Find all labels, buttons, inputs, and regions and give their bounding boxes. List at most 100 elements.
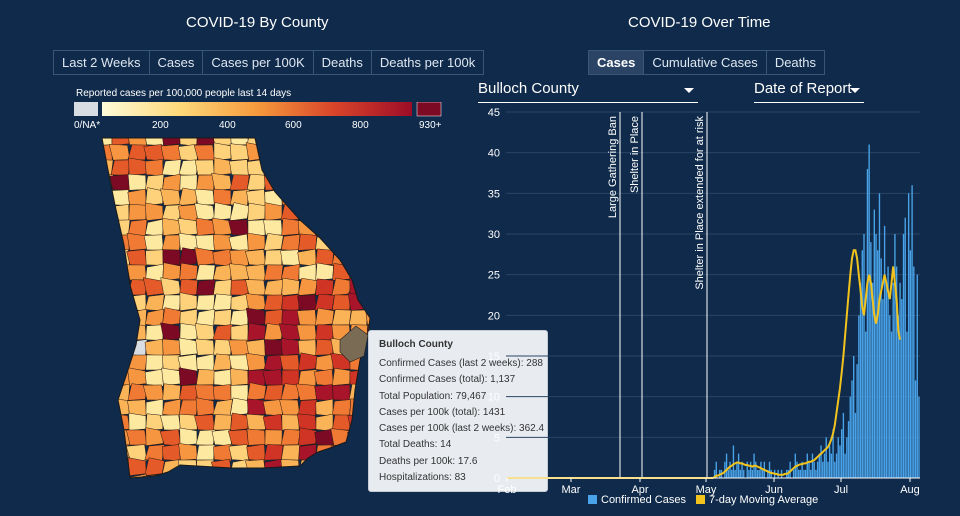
county-shape[interactable] bbox=[297, 459, 318, 476]
map-tab-deaths-per-100k[interactable]: Deaths per 100k bbox=[379, 55, 476, 70]
county-shape[interactable] bbox=[229, 174, 250, 191]
chart-tab-cumulative-cases[interactable]: Cumulative Cases bbox=[644, 51, 767, 74]
county-shape[interactable] bbox=[365, 159, 380, 176]
county-shape[interactable] bbox=[263, 233, 284, 251]
county-shape[interactable] bbox=[93, 368, 113, 386]
county-shape[interactable] bbox=[347, 428, 369, 447]
county-shape[interactable] bbox=[179, 413, 198, 431]
county-shape[interactable] bbox=[315, 398, 334, 417]
county-shape[interactable] bbox=[178, 337, 198, 356]
county-shape[interactable] bbox=[263, 264, 284, 281]
county-shape[interactable] bbox=[332, 474, 351, 490]
county-shape[interactable] bbox=[142, 384, 165, 401]
county-shape[interactable] bbox=[348, 218, 369, 236]
county-shape[interactable] bbox=[144, 368, 164, 387]
county-shape[interactable] bbox=[145, 427, 164, 447]
county-shape[interactable] bbox=[109, 174, 130, 191]
county-bulloch-highlight[interactable] bbox=[339, 325, 369, 363]
county-shape[interactable] bbox=[160, 188, 182, 206]
county-shape[interactable] bbox=[94, 263, 113, 281]
county-shape[interactable] bbox=[314, 474, 335, 491]
county-shape[interactable] bbox=[145, 202, 164, 221]
county-shape[interactable] bbox=[281, 294, 300, 312]
county-shape[interactable] bbox=[128, 157, 147, 176]
county-shape[interactable] bbox=[264, 249, 283, 266]
county-shape[interactable] bbox=[315, 324, 334, 341]
county-shape[interactable] bbox=[262, 414, 283, 432]
county-shape[interactable] bbox=[195, 397, 215, 416]
county-shape[interactable] bbox=[127, 173, 147, 191]
county-shape[interactable] bbox=[213, 414, 232, 431]
county-shape[interactable] bbox=[315, 413, 334, 432]
county-shape[interactable] bbox=[281, 309, 300, 326]
county-shape[interactable] bbox=[161, 159, 182, 176]
county-shape[interactable] bbox=[280, 159, 300, 176]
county-shape[interactable] bbox=[262, 144, 283, 161]
county-shape[interactable] bbox=[161, 444, 181, 462]
county-shape[interactable] bbox=[297, 173, 317, 191]
county-shape[interactable] bbox=[331, 234, 351, 251]
county-shape[interactable] bbox=[142, 474, 165, 491]
county-shape[interactable] bbox=[247, 322, 266, 341]
county-shape[interactable] bbox=[298, 473, 317, 490]
county-shape[interactable] bbox=[94, 443, 114, 461]
county-shape[interactable] bbox=[281, 473, 300, 491]
county-shape[interactable] bbox=[298, 369, 318, 386]
chart-tab-cases[interactable]: Cases bbox=[589, 51, 645, 74]
county-shape[interactable] bbox=[246, 443, 266, 462]
county-shape[interactable] bbox=[329, 189, 352, 206]
county-shape[interactable] bbox=[315, 278, 334, 296]
county-shape[interactable] bbox=[127, 457, 147, 476]
county-shape[interactable] bbox=[161, 234, 182, 251]
county-shape[interactable] bbox=[177, 217, 198, 236]
county-shape[interactable] bbox=[281, 218, 300, 236]
county-shape[interactable] bbox=[108, 309, 131, 326]
county-shape[interactable] bbox=[194, 323, 215, 341]
county-shape[interactable] bbox=[331, 217, 352, 237]
county-shape[interactable] bbox=[94, 294, 113, 311]
county-shape[interactable] bbox=[144, 338, 164, 357]
county-shape[interactable] bbox=[332, 174, 351, 191]
county-shape[interactable] bbox=[162, 217, 181, 236]
county-shape[interactable] bbox=[263, 384, 284, 401]
county-shape[interactable] bbox=[280, 383, 301, 401]
county-shape[interactable] bbox=[179, 473, 198, 491]
county-shape[interactable] bbox=[332, 367, 352, 386]
county-shape[interactable] bbox=[245, 352, 266, 371]
county-shape[interactable] bbox=[314, 130, 335, 146]
county-shape[interactable] bbox=[228, 339, 249, 356]
county-shape[interactable] bbox=[349, 144, 368, 161]
county-shape[interactable] bbox=[213, 202, 232, 222]
county-shape[interactable] bbox=[126, 232, 147, 251]
county-shape[interactable] bbox=[264, 339, 283, 356]
county-shape[interactable] bbox=[195, 369, 216, 386]
county-shape[interactable] bbox=[108, 322, 131, 341]
map-tab-deaths[interactable]: Deaths bbox=[314, 51, 372, 74]
county-shape[interactable] bbox=[332, 144, 351, 161]
county-shape[interactable] bbox=[94, 413, 114, 432]
county-shape[interactable] bbox=[229, 309, 250, 326]
chart-tab-deaths[interactable]: Deaths bbox=[774, 55, 817, 70]
county-shape[interactable] bbox=[297, 248, 317, 267]
county-shape[interactable] bbox=[263, 173, 283, 191]
county-shape[interactable] bbox=[363, 203, 380, 221]
county-shape[interactable] bbox=[110, 159, 131, 176]
county-shape[interactable] bbox=[212, 384, 232, 402]
county-shape[interactable] bbox=[162, 338, 181, 356]
county-shape[interactable] bbox=[145, 324, 164, 341]
county-shape[interactable] bbox=[161, 367, 181, 386]
county-shape[interactable] bbox=[365, 308, 380, 327]
county-shape[interactable] bbox=[279, 354, 300, 371]
county-shape[interactable] bbox=[228, 219, 250, 236]
county-shape[interactable] bbox=[93, 232, 113, 251]
county-shape[interactable] bbox=[281, 277, 300, 296]
county-shape[interactable] bbox=[244, 249, 267, 267]
county-shape[interactable] bbox=[125, 444, 148, 462]
county-shape[interactable] bbox=[297, 294, 317, 311]
county-shape[interactable] bbox=[159, 414, 182, 431]
county-shape[interactable] bbox=[145, 249, 164, 266]
county-shape[interactable] bbox=[145, 354, 164, 371]
county-shape[interactable] bbox=[161, 473, 182, 491]
county-shape[interactable] bbox=[281, 444, 301, 461]
county-shape[interactable] bbox=[196, 294, 215, 311]
